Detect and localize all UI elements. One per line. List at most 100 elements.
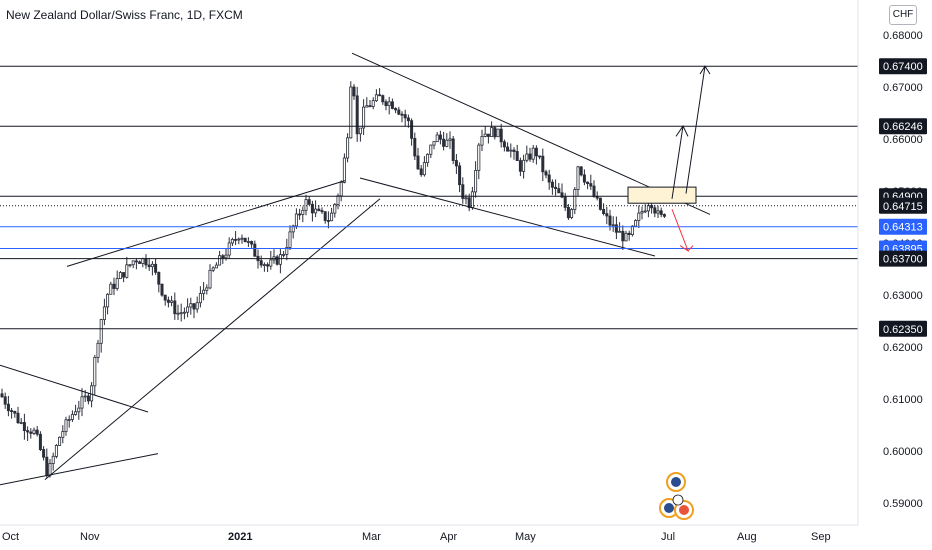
candle-body bbox=[6, 403, 10, 412]
candle-body bbox=[611, 224, 615, 227]
event-flag-icon-inner bbox=[671, 477, 681, 487]
candle-body bbox=[438, 134, 442, 140]
candle-body bbox=[483, 133, 487, 137]
candle-body bbox=[144, 258, 148, 266]
candle-body bbox=[77, 407, 81, 413]
candle-body bbox=[291, 225, 295, 233]
levels-layer bbox=[0, 65, 858, 330]
event-icons[interactable] bbox=[659, 472, 694, 520]
bearish-projection-arrow bbox=[671, 209, 694, 253]
candle-body bbox=[461, 184, 465, 199]
y-tick-label: 0.61000 bbox=[883, 394, 923, 406]
candle-body bbox=[547, 174, 551, 183]
candle-body bbox=[64, 419, 68, 432]
candle-body bbox=[525, 153, 529, 161]
candle-body bbox=[160, 283, 164, 296]
candle-body bbox=[298, 213, 302, 216]
candle-body bbox=[138, 261, 142, 264]
candle-body bbox=[598, 197, 602, 210]
candle-body bbox=[570, 209, 574, 219]
price-level-tag-text: 0.67400 bbox=[883, 61, 923, 73]
candle-body bbox=[3, 396, 7, 405]
candle-body bbox=[83, 395, 87, 398]
candle-body bbox=[605, 213, 609, 217]
candles-layer bbox=[0, 81, 666, 478]
candle-body bbox=[22, 422, 26, 432]
x-tick-label: Sep bbox=[811, 531, 831, 543]
event-flag-icon-inner bbox=[664, 503, 674, 513]
candle-body bbox=[474, 169, 478, 193]
candle-body bbox=[61, 431, 65, 438]
candle-body bbox=[275, 256, 279, 265]
candle-body bbox=[563, 196, 567, 208]
candle-body bbox=[646, 205, 650, 212]
candle-body bbox=[445, 139, 449, 147]
candle-body bbox=[240, 237, 244, 240]
candle-body bbox=[301, 209, 305, 215]
candle-body bbox=[330, 212, 334, 222]
candle-body bbox=[634, 220, 638, 227]
candle-body bbox=[128, 264, 132, 267]
candle-body bbox=[659, 210, 663, 215]
candle-body bbox=[32, 429, 36, 434]
candle-body bbox=[397, 109, 401, 115]
candle-body bbox=[486, 133, 490, 137]
candle-body bbox=[342, 157, 346, 183]
candle-body bbox=[426, 153, 430, 164]
candle-body bbox=[541, 155, 545, 173]
x-tick-label: Oct bbox=[2, 531, 19, 543]
candle-body bbox=[99, 319, 103, 344]
candle-body bbox=[266, 264, 270, 267]
candle-body bbox=[602, 208, 606, 214]
candle-body bbox=[250, 241, 254, 245]
candle-body bbox=[134, 260, 138, 263]
candle-body bbox=[26, 430, 30, 433]
candle-body bbox=[189, 303, 193, 308]
candle-body bbox=[470, 191, 474, 209]
candle-body bbox=[365, 105, 369, 108]
candle-body bbox=[422, 162, 426, 176]
candle-body bbox=[182, 311, 186, 314]
candle-body bbox=[10, 410, 14, 413]
candle-body bbox=[102, 306, 106, 320]
y-tick-label: 0.68000 bbox=[883, 30, 923, 42]
candle-body bbox=[86, 395, 90, 402]
candle-body bbox=[490, 127, 494, 137]
price-level-tag bbox=[879, 58, 927, 75]
candle-body bbox=[170, 300, 174, 303]
candle-body bbox=[346, 137, 350, 159]
candle-body bbox=[653, 207, 657, 214]
candle-body bbox=[48, 463, 52, 476]
trendline bbox=[66, 180, 346, 267]
candle-body bbox=[58, 436, 62, 446]
candle-body bbox=[208, 269, 212, 289]
candle-body bbox=[518, 160, 522, 172]
bullish-projection-arrow bbox=[671, 124, 689, 199]
candle-body bbox=[336, 195, 340, 205]
trendline bbox=[0, 453, 159, 486]
candle-body bbox=[314, 208, 318, 214]
candle-body bbox=[179, 312, 183, 315]
candle-body bbox=[320, 210, 324, 213]
candle-body bbox=[224, 254, 228, 259]
candle-body bbox=[378, 94, 382, 97]
candle-body bbox=[326, 220, 330, 222]
currency-button[interactable]: CHF bbox=[889, 5, 917, 25]
x-axis: Oct Nov 2021 Mar Apr May Jul Aug Sep bbox=[0, 524, 858, 543]
candle-body bbox=[106, 293, 110, 308]
candle-body bbox=[141, 258, 145, 264]
candle-body bbox=[614, 224, 618, 233]
candle-body bbox=[109, 283, 113, 295]
candle-body bbox=[374, 94, 378, 102]
candle-body bbox=[294, 213, 298, 227]
candle-body bbox=[589, 183, 593, 187]
candle-body bbox=[480, 135, 484, 146]
candle-body bbox=[176, 312, 180, 315]
candle-body bbox=[54, 444, 58, 457]
event-flag-icon-inner bbox=[679, 505, 689, 515]
candle-body bbox=[451, 138, 455, 161]
price-level-tag-text: 0.63700 bbox=[883, 254, 923, 266]
candle-body bbox=[118, 272, 122, 279]
candle-body bbox=[442, 138, 446, 147]
